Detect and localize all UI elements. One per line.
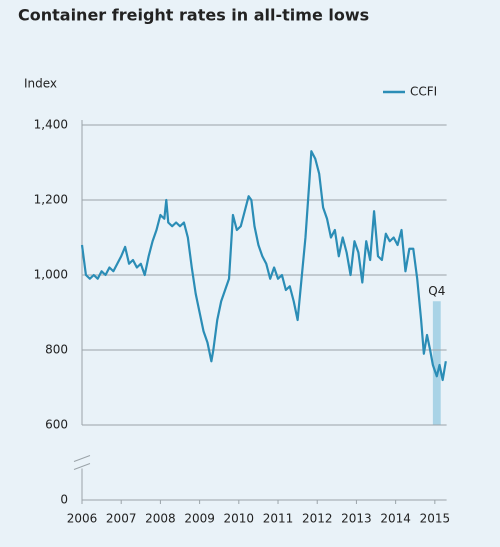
x-tick-label: 2013 xyxy=(341,512,372,526)
x-tick-label: 2008 xyxy=(145,512,176,526)
y-tick-label: 800 xyxy=(45,343,68,357)
y-tick-label: 1,000 xyxy=(34,268,68,282)
x-tick-label: 2010 xyxy=(224,512,255,526)
y-tick-label: 600 xyxy=(45,418,68,432)
x-tick-label: 2006 xyxy=(67,512,98,526)
axis-break xyxy=(73,463,91,470)
chart-title: Container freight rates in all-time lows xyxy=(18,6,369,25)
highlight-band xyxy=(432,301,441,425)
y-tick-label: 0 xyxy=(60,493,68,507)
line-series xyxy=(80,150,447,382)
x-tick-label: 2014 xyxy=(380,512,411,526)
band-label: Q4 xyxy=(428,284,445,298)
x-tick-label: 2011 xyxy=(263,512,294,526)
x-tick-label: 2009 xyxy=(184,512,215,526)
axis-break xyxy=(73,455,91,462)
y-axis-label: Index xyxy=(24,77,57,91)
y-tick-label: 1,400 xyxy=(34,118,68,132)
y-tick-label: 1,200 xyxy=(34,193,68,207)
x-tick-label: 2007 xyxy=(106,512,137,526)
legend-label: CCFI xyxy=(410,85,437,99)
x-tick-label: 2015 xyxy=(420,512,451,526)
x-tick-label: 2012 xyxy=(302,512,333,526)
